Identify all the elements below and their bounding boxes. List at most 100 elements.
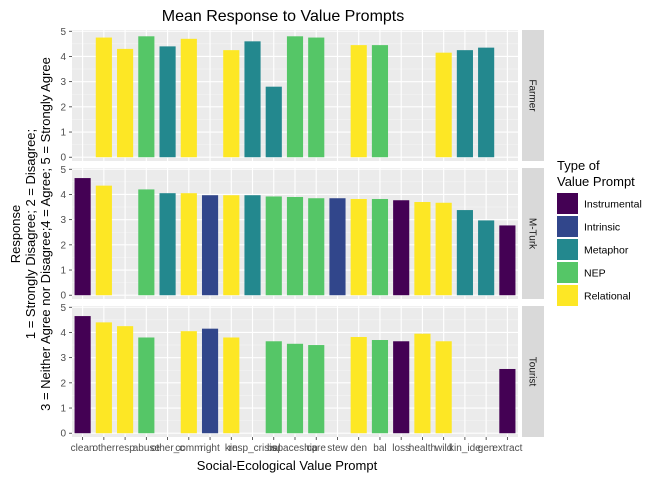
panel-tourist: 0 1 2 3 4 5 Tourist <box>60 303 544 440</box>
bar-tourist-den <box>350 336 367 434</box>
bar-farmer-abuse <box>138 36 155 158</box>
y-tick-label: 0 <box>60 291 66 302</box>
x-tick-label: bal <box>267 443 280 454</box>
y-tick-label: 3 <box>60 215 66 226</box>
bar-m-turk-wild <box>435 202 452 296</box>
bar-farmer-kin_ide <box>456 50 473 158</box>
y-axis-title-line-3: 3 = Neither Agree nor Disagree;4 = Agree… <box>38 57 53 411</box>
legend-title-line-1: Type of <box>557 158 600 173</box>
legend-label-intrinsic: Intrinsic <box>584 222 620 234</box>
bar-m-turk-den <box>350 198 367 296</box>
bar-tourist-comm <box>180 331 197 434</box>
facet-strip <box>522 168 544 299</box>
bar-tourist-kin <box>223 337 240 434</box>
bar-m-turk-right <box>201 195 219 296</box>
bar-m-turk-health <box>414 202 431 296</box>
y-tick-label: 1 <box>60 128 66 139</box>
y-tick-label: 5 <box>60 165 66 176</box>
bar-m-turk-bal <box>265 196 282 296</box>
x-tick-label: spaceship <box>272 443 317 454</box>
x-tick-label: stew <box>327 443 348 454</box>
x-tick-label: den <box>350 443 367 454</box>
y-tick-label: 0 <box>60 429 66 440</box>
panel-farmer: 0 1 2 3 4 5 Farmer <box>60 27 544 164</box>
legend-swatch-nep <box>557 262 578 283</box>
panels: 0 1 2 3 4 5 Farmer 0 1 2 3 4 5 M-Turk 0 1 2 3 4 5 Tourist <box>60 27 544 440</box>
bar-farmer-spaceship <box>286 36 304 158</box>
x-axis-title: Social-Ecological Value Prompt <box>197 458 378 473</box>
legend: Type of Value Prompt Instrumental Intrins… <box>557 158 642 306</box>
x-tick-label: kin <box>225 443 238 454</box>
x-tick-label: loss <box>392 443 410 454</box>
x-tick-label: other_c <box>151 443 184 454</box>
bar-m-turk-loss <box>393 200 410 296</box>
bar-tourist-wild <box>435 341 452 434</box>
bar-m-turk-kin <box>223 195 240 296</box>
bar-m-turk-other_c <box>159 193 176 296</box>
bar-tourist-abuse <box>138 337 155 434</box>
bar-tourist-resp <box>117 326 134 434</box>
y-axis-title-line-2: 1 = Strongly Disagree; 2 = Disagree; <box>23 129 38 339</box>
legend-label-nep: NEP <box>584 268 606 280</box>
legend-swatch-relational <box>557 285 578 306</box>
bar-farmer-resp_crisis <box>244 41 261 158</box>
bar-farmer-comm <box>180 38 197 158</box>
legend-items: Instrumental Intrinsic Metaphor NEP Relation… <box>557 193 642 306</box>
legend-label-relational: Relational <box>584 291 631 303</box>
x-tick-label: care <box>307 443 327 454</box>
bar-m-turk-abuse <box>138 189 155 296</box>
legend-label-instrumental: Instrumental <box>584 199 642 211</box>
facet-strip <box>522 306 544 437</box>
facet-strip-label: Tourist <box>527 357 538 387</box>
x-tick-label: extract <box>492 443 522 454</box>
bar-tourist-other <box>95 322 112 434</box>
y-axis-title: Response 1 = Strongly Disagree; 2 = Disa… <box>8 57 53 411</box>
y-tick-label: 1 <box>60 266 66 277</box>
bar-tourist-right <box>201 328 219 434</box>
bar-farmer-bal <box>265 86 282 158</box>
bar-tourist-health <box>414 333 431 434</box>
facet-strip-label: M-Turk <box>527 218 538 250</box>
y-tick-label: 5 <box>60 27 66 38</box>
bar-m-turk-comm <box>180 193 197 296</box>
y-tick-label: 4 <box>60 328 66 339</box>
x-tick-label: wild <box>434 443 452 454</box>
x-tick-label: gen <box>478 443 495 454</box>
x-tick-label: right <box>200 443 220 454</box>
bar-tourist-extract <box>499 368 516 434</box>
legend-label-metaphor: Metaphor <box>584 245 629 257</box>
bar-farmer-bal2 <box>371 45 389 158</box>
bar-farmer-gen <box>478 47 495 158</box>
bar-tourist-clean <box>74 316 91 434</box>
facet-strip-label: Farmer <box>527 79 538 112</box>
facet-strip <box>522 30 544 161</box>
x-tick-label: resp_crisis <box>229 443 277 454</box>
y-tick-label: 2 <box>60 102 66 113</box>
legend-title-line-2: Value Prompt <box>557 174 635 189</box>
y-tick-label: 1 <box>60 404 66 415</box>
panel-m-turk: 0 1 2 3 4 5 M-Turk <box>60 165 544 302</box>
bar-m-turk-kin_ide <box>456 210 473 296</box>
x-tick-label: resp <box>115 443 135 454</box>
y-tick-label: 0 <box>60 153 66 164</box>
bar-m-turk-spaceship <box>286 196 304 296</box>
bar-m-turk-care <box>308 198 325 296</box>
x-tick-label: comm <box>175 443 202 454</box>
legend-swatch-metaphor <box>557 239 578 260</box>
y-tick-label: 5 <box>60 303 66 314</box>
bar-farmer-kin <box>223 50 240 158</box>
bar-tourist-bal2 <box>371 340 389 434</box>
y-axis-title-line-1: Response <box>8 205 23 264</box>
bar-m-turk-extract <box>499 225 516 296</box>
y-tick-label: 4 <box>60 52 66 63</box>
bar-tourist-care <box>308 345 325 434</box>
x-tick-label: kin_ide <box>449 443 481 454</box>
y-tick-label: 4 <box>60 190 66 201</box>
bar-tourist-bal <box>265 341 282 434</box>
bar-m-turk-other <box>95 185 112 296</box>
y-tick-label: 3 <box>60 77 66 88</box>
x-tick-label: bal <box>373 443 386 454</box>
chart-title: Mean Response to Value Prompts <box>162 8 405 25</box>
